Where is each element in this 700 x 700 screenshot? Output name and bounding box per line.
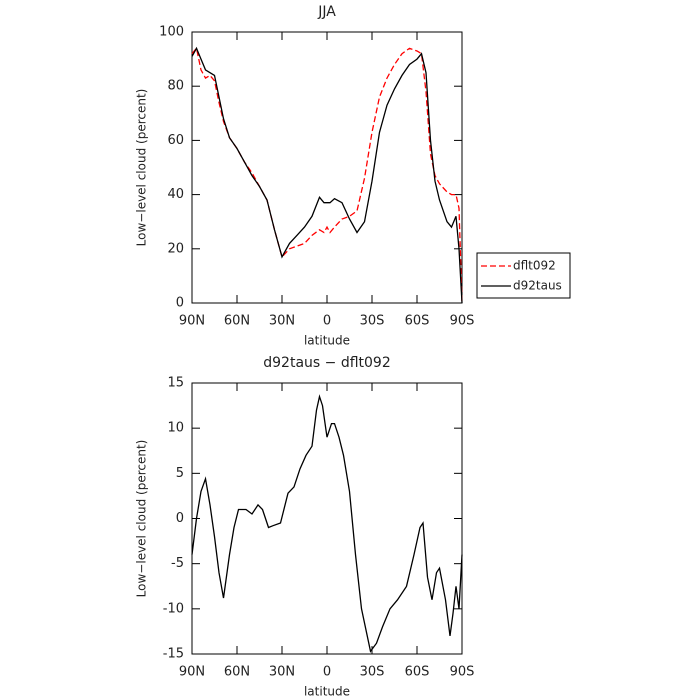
x-tick-label: 60S [405,665,430,680]
y-tick-label: 5 [176,466,184,481]
x-tick-label: 30N [269,665,295,680]
y-tick-label: -10 [163,601,184,616]
x-axis-label: latitude [304,334,350,348]
y-tick-label: 20 [167,241,184,256]
y-tick-label: 60 [167,133,184,148]
x-tick-label: 30S [360,314,385,329]
x-tick-label: 30S [360,665,385,680]
x-tick-label: 30N [269,314,295,329]
x-tick-label: 0 [323,665,331,680]
x-tick-label: 60N [224,665,250,680]
x-tick-label: 0 [323,314,331,329]
data-line [191,46,463,304]
y-tick-label: 0 [176,296,184,311]
x-tick-label: 90N [179,665,205,680]
data-line [191,394,463,653]
x-axis-label: latitude [304,685,350,699]
y-tick-label: 10 [167,421,184,436]
chart-title: d92taus − dflt092 [263,355,390,371]
plot-frame [191,382,463,655]
y-tick-label: 0 [176,511,184,526]
plot-frame [191,31,463,304]
x-tick-label: 60S [405,314,430,329]
x-tick-label: 60N [224,314,250,329]
y-tick-label: -15 [163,647,184,662]
legend-label: d92taus [513,279,562,293]
x-tick-label: 90N [179,314,205,329]
y-tick-label: -5 [171,556,184,571]
y-axis-label: Low−level cloud (percent) [135,89,149,247]
y-axis-label: Low−level cloud (percent) [135,440,149,598]
legend-box [476,252,571,299]
y-tick-label: 100 [159,25,184,40]
y-tick-label: 15 [167,376,184,391]
data-line [191,46,463,304]
chart-title: JJA [317,4,336,20]
y-tick-label: 40 [167,187,184,202]
x-tick-label: 90S [450,665,475,680]
x-tick-label: 90S [450,314,475,329]
y-tick-label: 80 [167,79,184,94]
legend-label: dflt092 [513,259,556,273]
